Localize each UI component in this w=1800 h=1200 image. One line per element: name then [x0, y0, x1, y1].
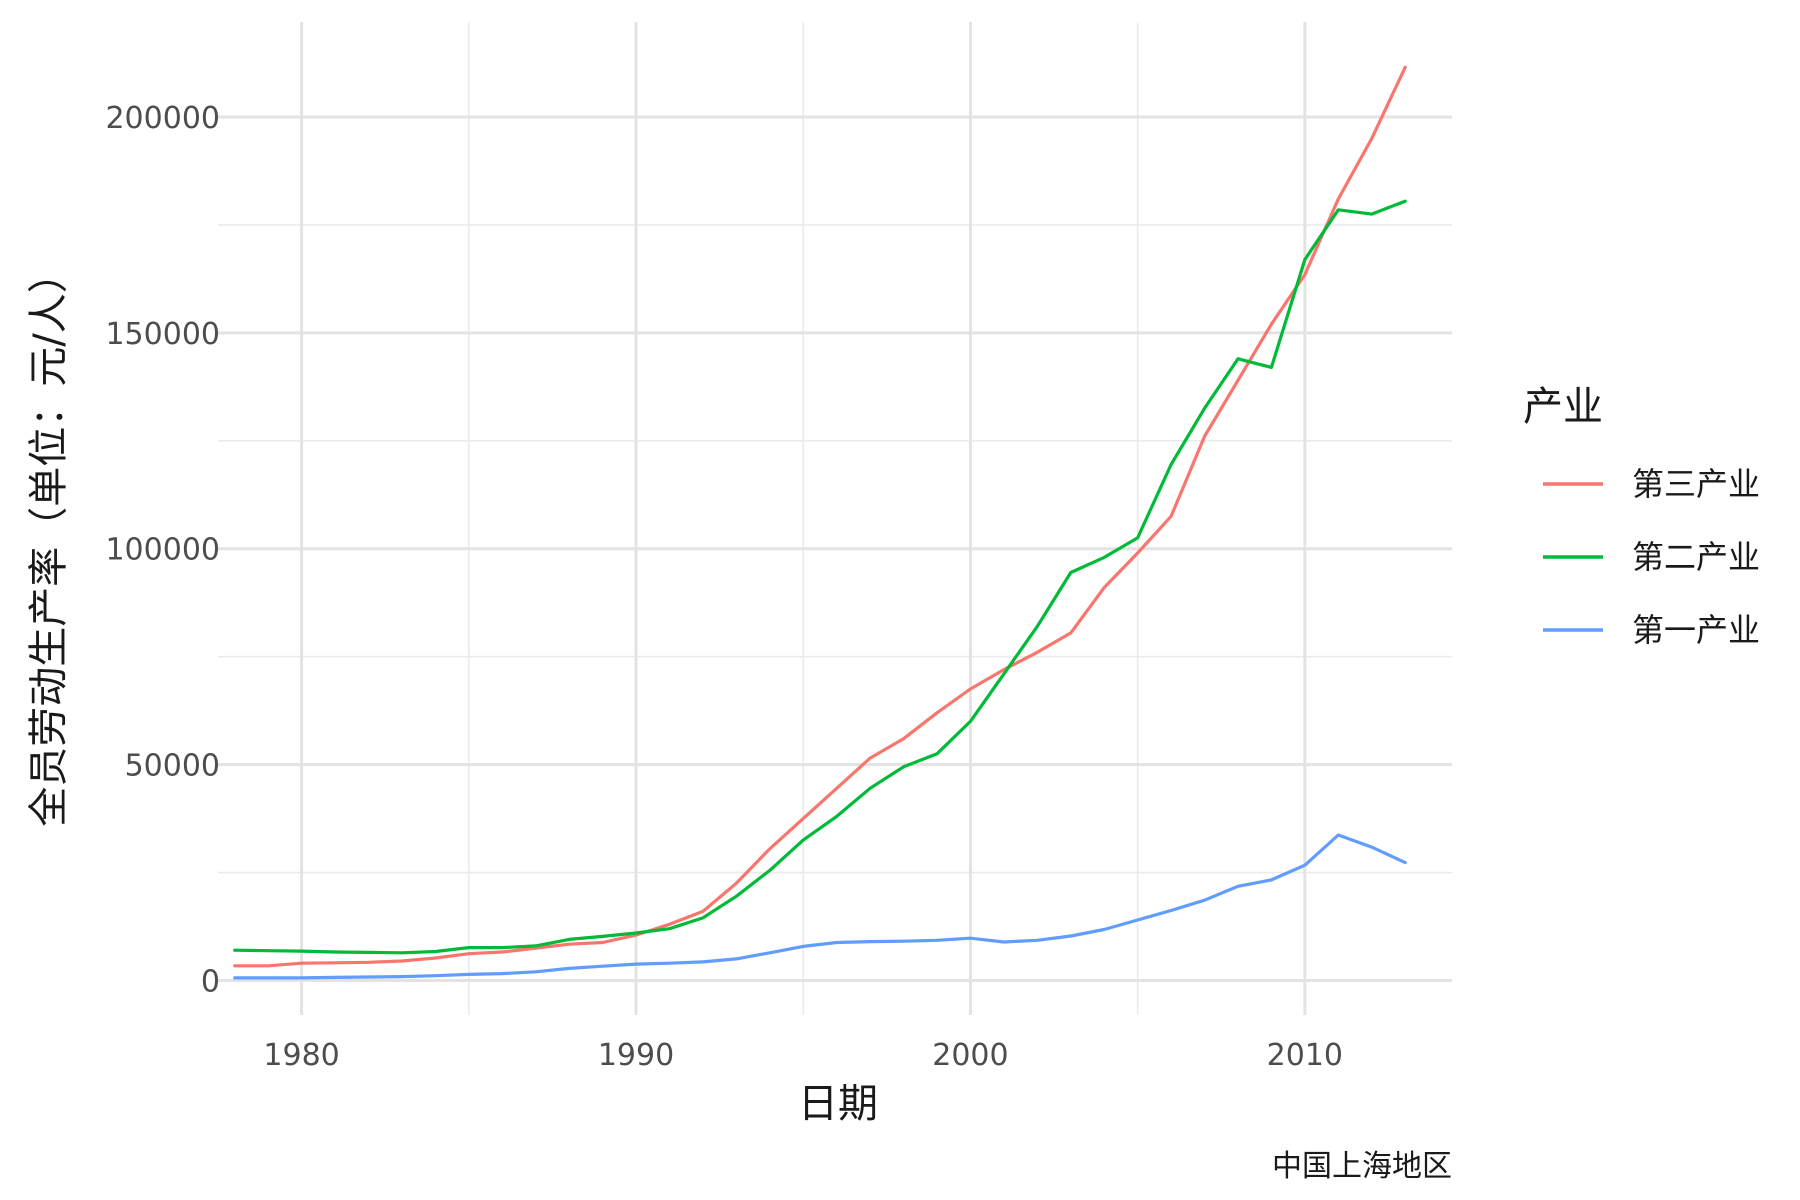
caption: 中国上海地区	[1272, 1149, 1452, 1184]
x-tick-label: 2000	[932, 1038, 1008, 1073]
series-line	[233, 65, 1407, 968]
series-line	[233, 199, 1407, 955]
y-tick-label: 100000	[105, 533, 220, 568]
grid	[218, 22, 1452, 1015]
x-tick-label: 2010	[1267, 1038, 1343, 1073]
y-tick-label: 150000	[105, 317, 220, 352]
series-lines	[233, 65, 1407, 980]
x-tick-label: 1980	[263, 1038, 339, 1073]
y-tick-label: 50000	[125, 749, 220, 784]
legend-label: 第二产业	[1632, 538, 1760, 576]
x-axis-title: 日期	[798, 1081, 878, 1127]
legend-label: 第三产业	[1632, 465, 1760, 503]
x-tick-label: 1990	[598, 1038, 674, 1073]
y-tick-label: 0	[201, 964, 220, 999]
legend-title: 产业	[1523, 384, 1603, 430]
y-tick-label: 200000	[105, 101, 220, 136]
series-line	[233, 833, 1407, 980]
x-axis-tick-labels: 1980 1990 2000 2010	[263, 1038, 1343, 1073]
legend-label: 第一产业	[1632, 611, 1760, 649]
y-axis-tick-labels: 0 50000 100000 150000 200000	[105, 101, 220, 999]
y-axis-title: 全员劳动生产率（单位：元/人）	[26, 253, 72, 826]
